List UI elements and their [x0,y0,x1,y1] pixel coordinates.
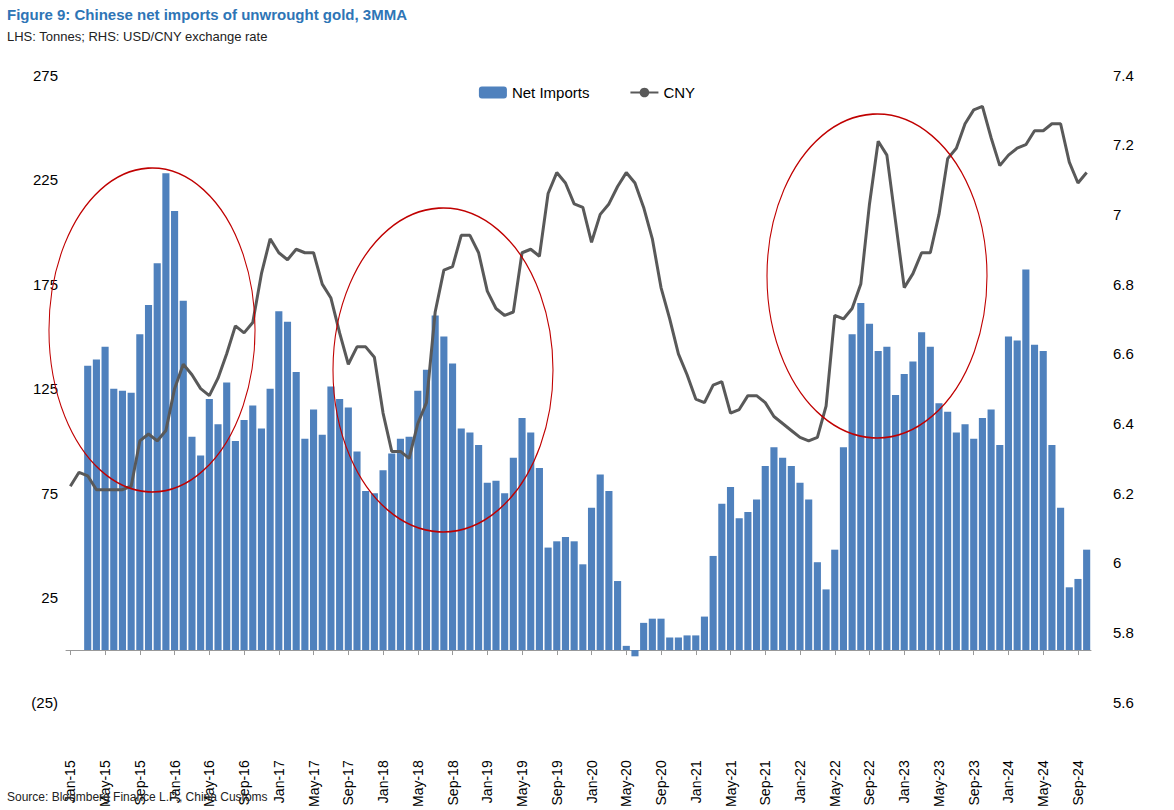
svg-text:Jan-19: Jan-19 [479,760,495,803]
svg-text:75: 75 [41,485,58,502]
svg-text:175: 175 [33,275,58,293]
svg-text:6.4: 6.4 [1113,415,1134,432]
svg-text:5.8: 5.8 [1113,624,1134,641]
svg-text:May-16: May-16 [201,760,218,807]
svg-text:5.6: 5.6 [1113,694,1134,711]
svg-text:Sep-20: Sep-20 [653,760,669,805]
svg-text:6.8: 6.8 [1113,276,1134,293]
svg-text:225: 225 [33,171,58,188]
svg-text:May-15: May-15 [97,760,114,807]
svg-text:Jan-20: Jan-20 [584,760,600,803]
svg-text:Sep-22: Sep-22 [861,760,877,805]
svg-text:May-19: May-19 [514,760,530,807]
svg-text:Jan-23: Jan-23 [896,760,912,803]
svg-text:May-23: May-23 [931,760,947,807]
svg-text:Source: Bloomberg Finance L.P.: Source: Bloomberg Finance L.P., China Cu… [7,790,268,804]
svg-text:May-22: May-22 [827,760,843,807]
svg-text:6.6: 6.6 [1113,345,1134,362]
svg-text:Sep-16: Sep-16 [236,760,253,806]
svg-text:Jan-17: Jan-17 [271,760,287,803]
svg-text:Jan-22: Jan-22 [792,760,808,803]
svg-text:Jan-15: Jan-15 [62,760,79,804]
svg-text:Sep-23: Sep-23 [966,760,982,805]
svg-text:Sep-18: Sep-18 [445,760,461,805]
svg-text:7.4: 7.4 [1113,67,1134,84]
svg-text:May-20: May-20 [618,760,634,807]
svg-text:Jan-18: Jan-18 [375,760,391,803]
svg-text:7: 7 [1113,206,1121,223]
svg-text:Jan-21: Jan-21 [688,760,704,803]
svg-text:275: 275 [33,67,58,84]
svg-text:6: 6 [1113,554,1121,571]
svg-text:Sep-19: Sep-19 [549,760,565,805]
svg-text:May-21: May-21 [723,760,739,807]
svg-text:125: 125 [33,380,58,398]
svg-text:May-18: May-18 [410,760,426,807]
svg-text:LHS: Tonnes; RHS: USD/CNY exch: LHS: Tonnes; RHS: USD/CNY exchange rate [7,29,267,44]
svg-text:Sep-24: Sep-24 [1070,760,1086,805]
svg-text:Figure 9: Chinese net imports: Figure 9: Chinese net imports of unwroug… [7,6,407,23]
svg-text:Sep-15: Sep-15 [131,760,148,806]
svg-text:Net Imports: Net Imports [512,84,590,101]
svg-text:Sep-17: Sep-17 [340,760,356,805]
svg-text:7.2: 7.2 [1113,136,1134,153]
svg-text:May-17: May-17 [306,760,322,807]
svg-text:May-24: May-24 [1035,760,1051,807]
svg-text:6.2: 6.2 [1113,485,1134,502]
svg-text:Sep-21: Sep-21 [757,760,773,805]
svg-text:Jan-24: Jan-24 [1000,760,1016,803]
svg-text:Jan-16: Jan-16 [166,760,183,804]
svg-text:25: 25 [41,589,58,606]
svg-text:(25): (25) [31,694,58,711]
svg-text:CNY: CNY [663,84,695,101]
